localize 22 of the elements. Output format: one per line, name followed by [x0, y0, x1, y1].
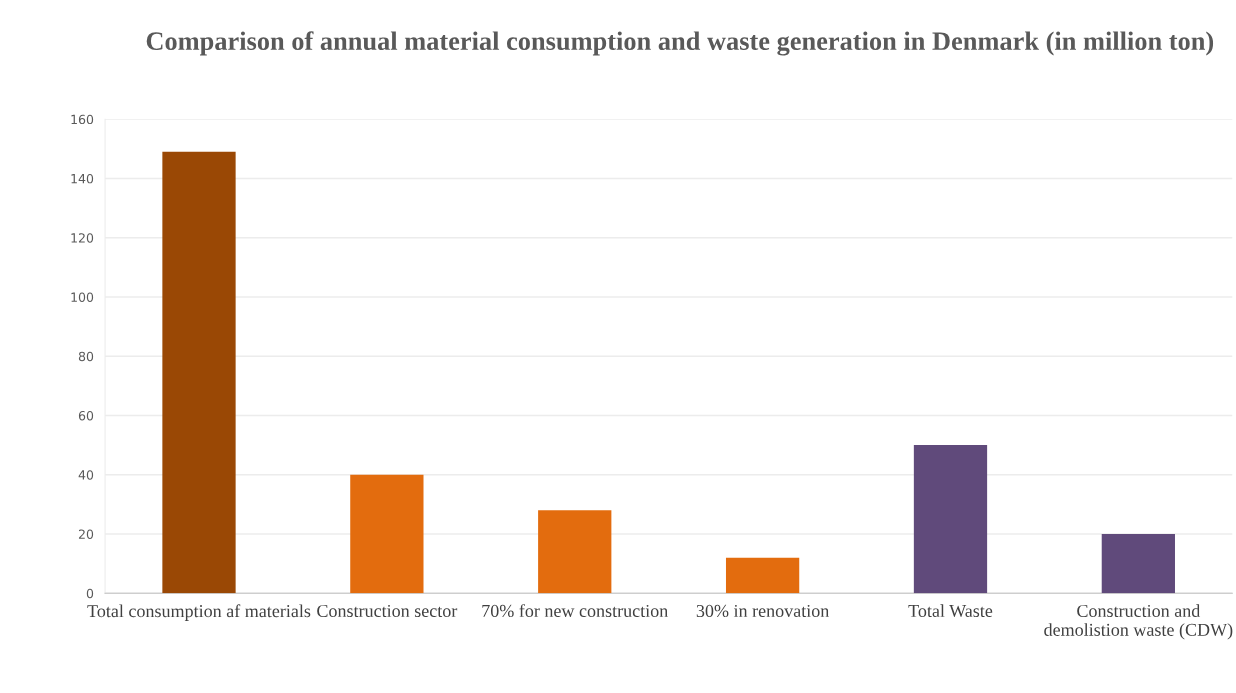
y-tick-label: 60 — [78, 410, 94, 421]
x-tick-label: 30% in renovation — [696, 604, 830, 618]
x-tick-label: Construction and demolistion waste (CDW) — [1044, 604, 1233, 640]
y-tick-label: 100 — [71, 292, 94, 302]
y-tick-label: 140 — [71, 173, 94, 184]
bar — [913, 445, 988, 594]
bar — [1101, 533, 1175, 594]
bar — [350, 474, 424, 594]
y-tick-label: 120 — [71, 233, 94, 243]
x-tick-label: Total Waste — [908, 604, 993, 618]
x-tick-label: Construction sector — [317, 604, 458, 618]
bar — [538, 510, 612, 594]
y-tick-label: 20 — [78, 529, 94, 539]
y-tick-label: 80 — [78, 351, 94, 362]
y-tick-label: 160 — [71, 114, 94, 125]
bar — [162, 151, 236, 594]
bar — [725, 557, 800, 594]
x-tick-label: 70% for new construction — [482, 604, 668, 618]
chart-title: Comparison of annual material consumption and waste generation in Denmark (in million ton) — [146, 31, 1214, 56]
y-tick-label: 40 — [78, 470, 94, 480]
y-tick-label: 0 — [86, 588, 94, 599]
x-tick-label: Total consumption af materials — [87, 604, 311, 621]
